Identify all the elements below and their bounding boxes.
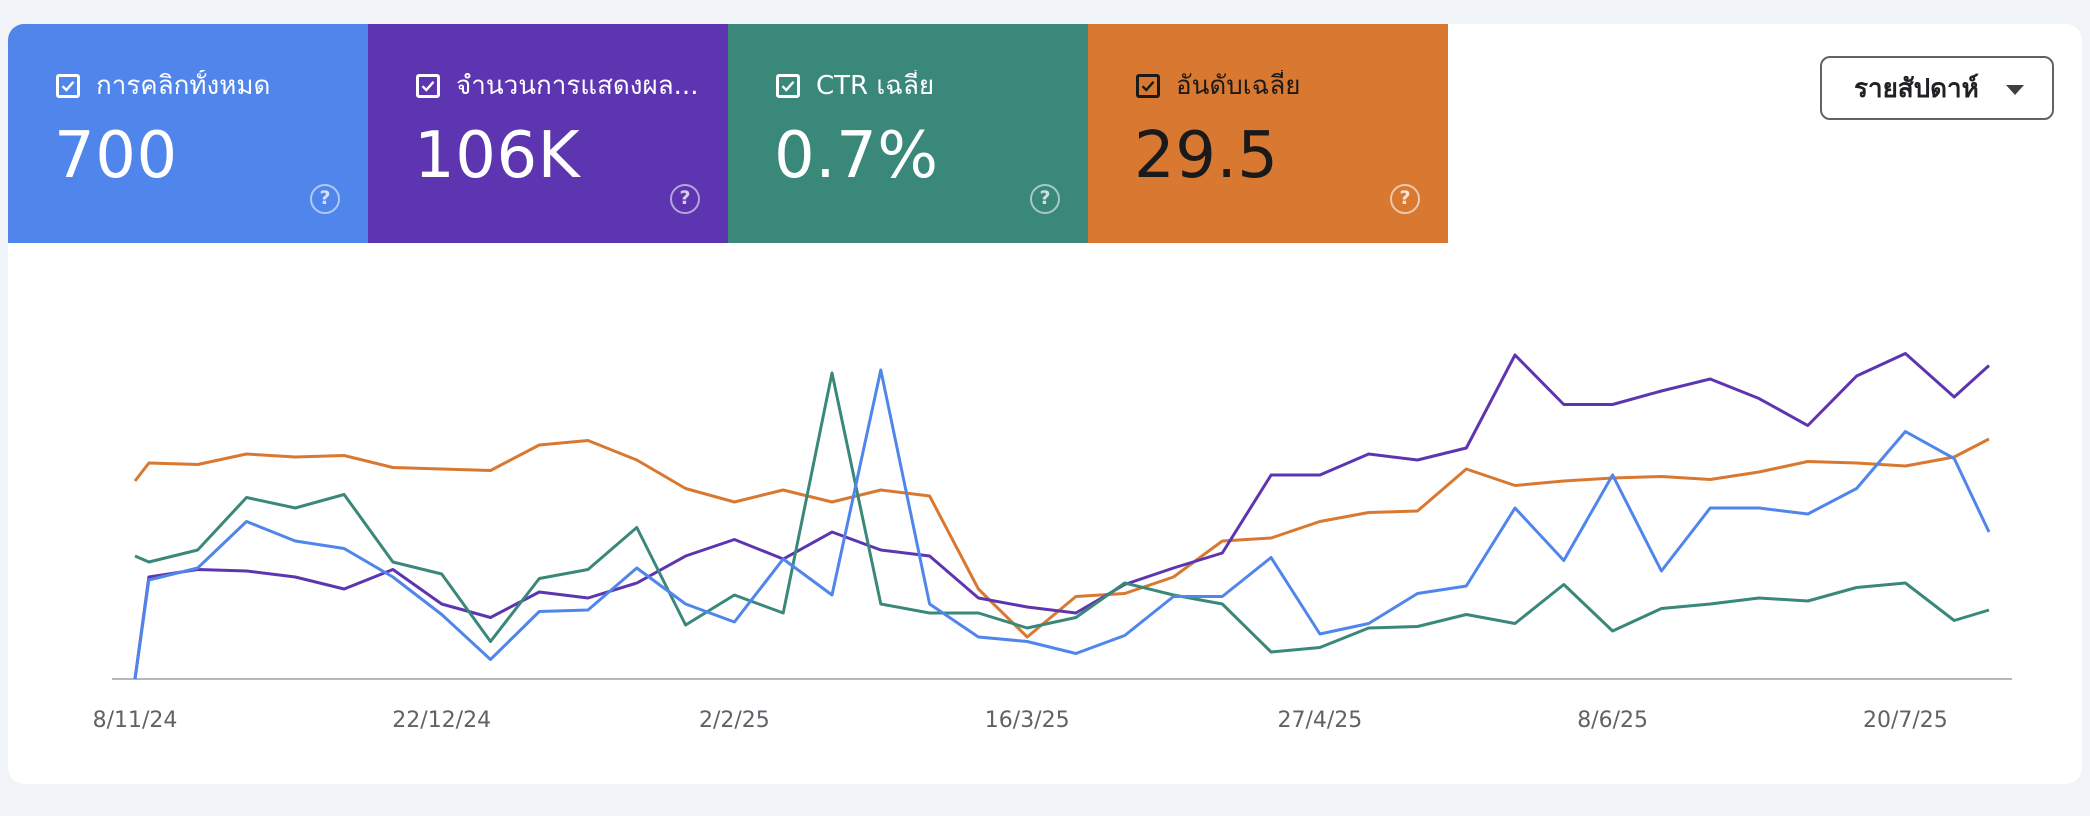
- series-line-3: [133, 368, 1991, 680]
- metric-tiles: การคลิกทั้งหมด 700 ? จำนวนการแสดงผล... 1…: [8, 24, 1448, 243]
- metric-value: 106K: [414, 119, 581, 193]
- help-circle-icon[interactable]: ?: [670, 184, 700, 214]
- series-layer: [133, 352, 1991, 680]
- metric-label: CTR เฉลี่ย: [816, 71, 935, 101]
- period-select-label: รายสัปดาห์: [1854, 74, 1979, 104]
- x-tick-label: 22/12/24: [392, 708, 491, 733]
- performance-line-chart: 8/11/24 22/12/24 2/2/25 16/3/25 27/4/25 8/6/2…: [93, 352, 2012, 733]
- checkbox-checked-icon[interactable]: [416, 74, 440, 98]
- metric-value: 29.5: [1134, 119, 1279, 193]
- series-line-0: [133, 437, 1990, 639]
- caret-down-icon: [2006, 85, 2024, 95]
- x-tick-label: 8/11/24: [93, 708, 178, 733]
- metric-label: อันดับเฉลี่ย: [1176, 71, 1301, 101]
- x-tick-label: 20/7/25: [1863, 708, 1948, 733]
- checkbox-checked-icon[interactable]: [56, 74, 80, 98]
- x-tick-label: 8/6/25: [1577, 708, 1648, 733]
- help-circle-icon[interactable]: ?: [1030, 184, 1060, 214]
- help-circle-icon[interactable]: ?: [1390, 184, 1420, 214]
- series-line-1: [133, 352, 1991, 680]
- x-tick-label: 27/4/25: [1277, 708, 1362, 733]
- metric-tile-ctr[interactable]: CTR เฉลี่ย 0.7% ?: [728, 24, 1088, 243]
- metric-value: 0.7%: [774, 119, 939, 193]
- metric-tile-clicks[interactable]: การคลิกทั้งหมด 700 ?: [8, 24, 368, 243]
- metric-tile-position[interactable]: อันดับเฉลี่ย 29.5 ?: [1088, 24, 1448, 243]
- period-select[interactable]: รายสัปดาห์: [1820, 56, 2054, 120]
- x-tick-labels: 8/11/24 22/12/24 2/2/25 16/3/25 27/4/25 8/6/2…: [93, 708, 1948, 733]
- metric-label: จำนวนการแสดงผล...: [456, 71, 699, 101]
- series-line-2: [134, 371, 1990, 654]
- metric-value: 700: [54, 119, 178, 193]
- help-circle-icon[interactable]: ?: [310, 184, 340, 214]
- x-tick-label: 16/3/25: [985, 708, 1070, 733]
- performance-card: การคลิกทั้งหมด 700 ? จำนวนการแสดงผล... 1…: [8, 24, 2082, 784]
- checkbox-checked-icon[interactable]: [776, 74, 800, 98]
- metric-label: การคลิกทั้งหมด: [96, 71, 271, 101]
- metric-tile-impressions[interactable]: จำนวนการแสดงผล... 106K ?: [368, 24, 728, 243]
- checkbox-checked-icon[interactable]: [1136, 74, 1160, 98]
- x-tick-label: 2/2/25: [699, 708, 770, 733]
